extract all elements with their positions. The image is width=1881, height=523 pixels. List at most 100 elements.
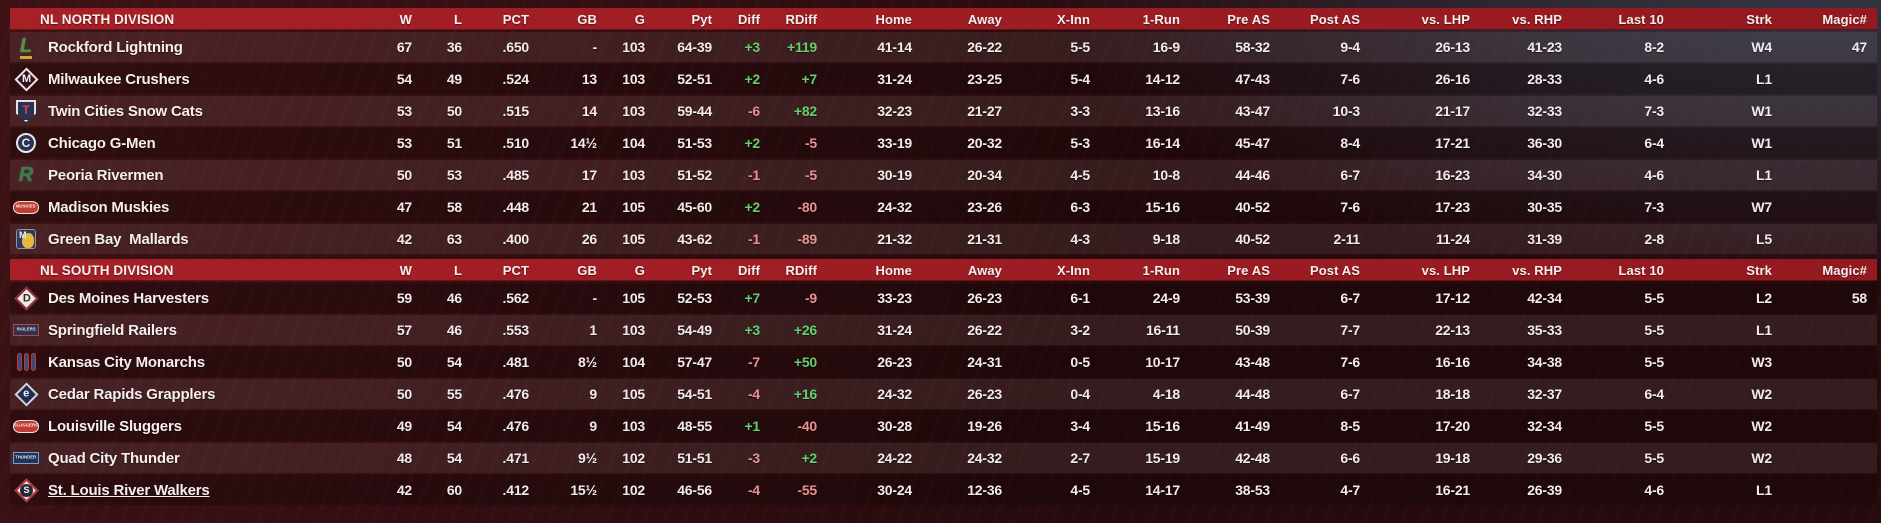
stat-cell-vs-rhp: 41-23 xyxy=(1527,39,1562,55)
stat-cell-home: 30-28 xyxy=(877,418,912,434)
column-header-x-inn[interactable]: X-Inn xyxy=(1057,262,1090,278)
column-header-home[interactable]: Home xyxy=(875,262,912,278)
column-header-strk[interactable]: Strk xyxy=(1746,11,1772,27)
column-header-home[interactable]: Home xyxy=(875,11,912,27)
team-name-link[interactable]: Chicago G-Men xyxy=(48,134,156,152)
column-header-rdiff[interactable]: RDiff xyxy=(785,11,817,27)
column-header-g[interactable]: G xyxy=(634,262,645,278)
stat-cell-post-as: 6-7 xyxy=(1340,290,1360,306)
column-header-vs-lhp[interactable]: vs. LHP xyxy=(1421,11,1470,27)
stat-cell-g: 104 xyxy=(622,354,645,370)
team-name-link[interactable]: St. Louis River Walkers xyxy=(48,481,210,499)
column-header-rdiff[interactable]: RDiff xyxy=(785,262,817,278)
column-header-magic-[interactable]: Magic# xyxy=(1822,11,1867,27)
column-header-magic-[interactable]: Magic# xyxy=(1822,262,1867,278)
column-header-1-run[interactable]: 1-Run xyxy=(1142,11,1180,27)
column-header-pre-as[interactable]: Pre AS xyxy=(1227,11,1270,27)
logo-split: M xyxy=(16,229,36,249)
column-header-vs-lhp[interactable]: vs. LHP xyxy=(1421,262,1470,278)
column-header-x-inn[interactable]: X-Inn xyxy=(1057,11,1090,27)
column-header-l[interactable]: L xyxy=(453,11,462,27)
team-row[interactable]: SLUGGERS Louisville Sluggers 49 54 .476 9 103 4… xyxy=(10,411,1877,441)
stat-cell-gb: 14½ xyxy=(570,135,597,151)
stat-cell-w: 50 xyxy=(396,386,412,402)
column-header-gb[interactable]: GB xyxy=(577,11,597,27)
team-name-link[interactable]: Rockford Lightning xyxy=(48,38,183,56)
team-row[interactable]: T Twin Cities Snow Cats 53 50 .515 14 103 59-44… xyxy=(10,96,1877,126)
team-name-link[interactable]: Louisville Sluggers xyxy=(48,417,182,435)
stat-cell-l: 58 xyxy=(446,199,462,215)
team-name-link[interactable]: Kansas City Monarchs xyxy=(48,353,205,371)
team-name-link[interactable]: Quad City Thunder xyxy=(48,449,180,467)
team-name-link[interactable]: Green Bay Mallards xyxy=(48,230,189,248)
team-row[interactable]: M Milwaukee Crushers 54 49 .524 13 103 52-51 +2 +… xyxy=(10,64,1877,94)
team-name-link[interactable]: Springfield Railers xyxy=(48,321,177,339)
team-row[interactable]: S St. Louis River Walkers 42 60 .412 15½ 102 46… xyxy=(10,475,1877,505)
column-header-pct[interactable]: PCT xyxy=(502,262,529,278)
logo-banner: MUSKIES xyxy=(13,200,39,214)
stat-cell-l: 51 xyxy=(446,135,462,151)
team-row[interactable]: e Cedar Rapids Grapplers 50 55 .476 9 105 54-51… xyxy=(10,379,1877,409)
column-header-post-as[interactable]: Post AS xyxy=(1309,262,1360,278)
stat-cell-diff: +2 xyxy=(744,135,760,151)
team-row[interactable]: THUNDER Quad City Thunder 48 54 .471 9½ 102 51-… xyxy=(10,443,1877,473)
column-header-away[interactable]: Away xyxy=(967,11,1002,27)
team-row[interactable]: R Peoria Rivermen 50 53 .485 17 103 51-52 -1 -5 30… xyxy=(10,160,1877,190)
stat-cell-1-run: 10-17 xyxy=(1145,354,1180,370)
column-header-away[interactable]: Away xyxy=(967,262,1002,278)
team-name-link[interactable]: Cedar Rapids Grapplers xyxy=(48,385,216,403)
column-header-vs-rhp[interactable]: vs. RHP xyxy=(1512,11,1562,27)
column-header-last-10[interactable]: Last 10 xyxy=(1618,11,1664,27)
column-header-pre-as[interactable]: Pre AS xyxy=(1227,262,1270,278)
team-cell: M Green Bay Mallards xyxy=(10,226,342,252)
team-row[interactable]: L Rockford Lightning 67 36 .650 - 103 64-39 +3 +1… xyxy=(10,32,1877,62)
stat-cell-post-as: 7-6 xyxy=(1340,354,1360,370)
column-header-strk[interactable]: Strk xyxy=(1746,262,1772,278)
team-row[interactable]: D Des Moines Harvesters 59 46 .562 - 105 52-53 +… xyxy=(10,283,1877,313)
team-name-link[interactable]: Des Moines Harvesters xyxy=(48,289,209,307)
stat-cell-rdiff: -89 xyxy=(797,231,817,247)
column-header-w[interactable]: W xyxy=(399,262,412,278)
column-header-last-10[interactable]: Last 10 xyxy=(1618,262,1664,278)
column-header-w[interactable]: W xyxy=(399,11,412,27)
team-name-link[interactable]: Madison Muskies xyxy=(48,198,170,216)
stat-cell-w: 53 xyxy=(396,103,412,119)
column-header-vs-rhp[interactable]: vs. RHP xyxy=(1512,262,1562,278)
column-header-gb[interactable]: GB xyxy=(577,262,597,278)
column-header-post-as[interactable]: Post AS xyxy=(1309,11,1360,27)
stat-cell-magic-: 47 xyxy=(1851,39,1867,55)
team-row[interactable]: RAILERS Springfield Railers 57 46 .553 1 103 54… xyxy=(10,315,1877,345)
stat-cell-last-10: 7-3 xyxy=(1644,103,1664,119)
stat-cell-w: 53 xyxy=(396,135,412,151)
stat-cell-strk: W1 xyxy=(1751,103,1772,119)
team-row[interactable]: MUSKIES Madison Muskies 47 58 .448 21 105 45-60… xyxy=(10,192,1877,222)
team-row[interactable]: M Green Bay Mallards 42 63 .400 26 105 43-62 -1 -… xyxy=(10,224,1877,254)
team-logo-icon: THUNDER xyxy=(13,445,39,471)
stat-cell-home: 33-19 xyxy=(877,135,912,151)
column-header-diff[interactable]: Diff xyxy=(737,11,760,27)
stat-cell-pre-as: 43-47 xyxy=(1235,103,1270,119)
team-name-link[interactable]: Twin Cities Snow Cats xyxy=(48,102,203,120)
stat-cell-w: 50 xyxy=(396,354,412,370)
stat-cell-w: 50 xyxy=(396,167,412,183)
team-row[interactable]: C Chicago G-Men 53 51 .510 14½ 104 51-53 +2 -5 33-… xyxy=(10,128,1877,158)
stat-cell-last-10: 6-4 xyxy=(1644,135,1664,151)
stat-cell-strk: W4 xyxy=(1751,39,1772,55)
team-cell: S St. Louis River Walkers xyxy=(10,477,342,503)
column-header-pct[interactable]: PCT xyxy=(502,11,529,27)
stat-cell-x-inn: 5-4 xyxy=(1070,71,1090,87)
team-name-link[interactable]: Peoria Rivermen xyxy=(48,166,164,184)
column-header-pyt[interactable]: Pyt xyxy=(691,11,712,27)
column-header-l[interactable]: L xyxy=(453,262,462,278)
column-header-g[interactable]: G xyxy=(634,11,645,27)
stat-cell-away: 24-31 xyxy=(967,354,1002,370)
stat-cell-post-as: 8-5 xyxy=(1340,418,1360,434)
team-name-link[interactable]: Milwaukee Crushers xyxy=(48,70,190,88)
stat-cell-strk: W1 xyxy=(1751,135,1772,151)
stat-cell-g: 102 xyxy=(622,450,645,466)
team-row[interactable]: Kansas City Monarchs 50 54 .481 8½ 104 57-47 -7… xyxy=(10,347,1877,377)
stat-cell-pct: .412 xyxy=(502,482,530,498)
column-header-diff[interactable]: Diff xyxy=(737,262,760,278)
column-header-1-run[interactable]: 1-Run xyxy=(1142,262,1180,278)
column-header-pyt[interactable]: Pyt xyxy=(691,262,712,278)
